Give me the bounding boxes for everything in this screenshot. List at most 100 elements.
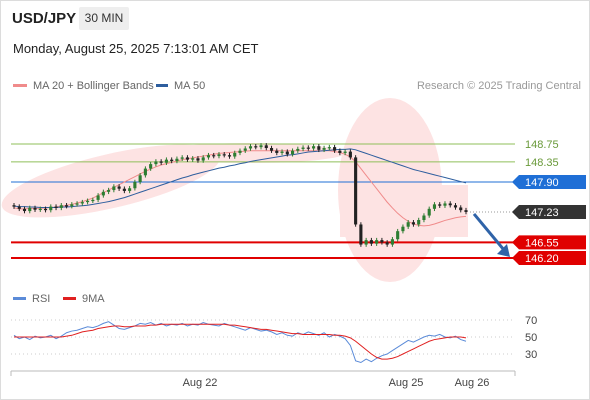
- timeframe-button[interactable]: 30 MIN: [79, 7, 129, 30]
- candle-body: [80, 202, 84, 204]
- bollinger-band-left: [1, 144, 221, 218]
- rsi-tick-30: 30: [525, 349, 537, 361]
- candle-body: [70, 204, 74, 207]
- candle-body: [464, 210, 468, 212]
- currency-pair-title: USD/JPY: [12, 10, 77, 27]
- legend-ma20-bb: MA 20 + Bollinger Bands: [13, 80, 154, 92]
- candle-body: [359, 224, 363, 245]
- candle-body: [122, 188, 126, 191]
- candle-body: [290, 150, 295, 155]
- rsi-swatch: [13, 296, 26, 300]
- level-label-146.55: 146.55: [525, 237, 559, 249]
- candle-body: [59, 205, 63, 208]
- candle-body: [175, 158, 179, 161]
- candle-body: [338, 150, 342, 153]
- candle-body: [254, 146, 258, 148]
- candle-body: [33, 207, 37, 210]
- candle-body: [212, 155, 216, 157]
- candle-body: [306, 147, 310, 149]
- ma50-line: [13, 148, 467, 208]
- candle-body: [107, 190, 111, 192]
- candle-body: [390, 239, 394, 245]
- candle-body: [206, 155, 211, 158]
- candle-body: [401, 226, 405, 232]
- candle-body: [312, 146, 316, 149]
- bollinger-band-top: [155, 143, 345, 163]
- candle-body: [12, 205, 16, 207]
- candle-body: [238, 150, 242, 153]
- candle-body: [269, 148, 274, 151]
- legend-9ma: 9MA: [63, 293, 105, 305]
- candle-body: [417, 220, 421, 225]
- level-badge-146.55: [512, 235, 586, 250]
- candle-body: [375, 240, 379, 244]
- candle-body: [354, 157, 358, 225]
- level-label-148.35: 148.35: [525, 157, 559, 169]
- candle-body: [22, 208, 27, 212]
- candle-body: [143, 168, 147, 176]
- candle-body: [380, 240, 384, 243]
- candle-body: [64, 205, 69, 207]
- candle-body: [285, 151, 289, 155]
- candle-body: [422, 215, 426, 220]
- legend-rsi: RSI: [13, 293, 50, 305]
- candle-body: [170, 159, 174, 161]
- level-label-147.23: 147.23: [525, 207, 559, 219]
- candle-body: [411, 222, 416, 225]
- candle-body: [459, 207, 463, 211]
- candle-body: [154, 161, 158, 165]
- candle-body: [406, 222, 410, 227]
- rsi-line: [13, 321, 467, 364]
- legend-ma20-label: MA 20 + Bollinger Bands: [33, 80, 154, 92]
- candle-body: [49, 206, 53, 211]
- candle-body: [180, 157, 184, 159]
- candle-body: [432, 204, 437, 209]
- candle-body: [333, 147, 337, 151]
- candle-body: [453, 205, 458, 208]
- candle-body: [138, 175, 142, 182]
- legend-rsi-label: RSI: [32, 293, 51, 305]
- level-badge-146.20: [512, 251, 586, 265]
- candle-body: [196, 158, 200, 161]
- legend-ma50-label: MA 50: [174, 80, 206, 92]
- candle-body: [343, 151, 347, 153]
- ma9-swatch: [63, 296, 76, 300]
- candle-body: [17, 206, 21, 209]
- candle-body: [438, 204, 442, 206]
- candle-body: [396, 231, 400, 240]
- candle-body: [222, 154, 226, 156]
- x-tick-aug-22: Aug 22: [183, 377, 218, 389]
- rsi-ma9-line: [14, 323, 467, 360]
- candle-body: [101, 191, 105, 196]
- rsi-tick-50: 50: [525, 332, 537, 344]
- candle-body: [159, 161, 163, 163]
- candle-body: [280, 151, 284, 153]
- level-label-148.75: 148.75: [525, 139, 559, 151]
- report-datetime: Monday, August 25, 2025 7:13:01 AM CET: [13, 41, 259, 56]
- legend-ma50: MA 50: [156, 80, 205, 92]
- x-tick-aug-25: Aug 25: [389, 377, 424, 389]
- candle-body: [75, 203, 79, 205]
- candle-body: [364, 240, 368, 245]
- level-badge-147.23: [512, 204, 586, 219]
- candle-body: [427, 208, 431, 216]
- candle-body: [296, 148, 300, 151]
- candle-body: [264, 145, 268, 149]
- candle-body: [369, 240, 373, 244]
- candle-body: [28, 207, 32, 212]
- level-label-147.90: 147.90: [525, 177, 559, 189]
- candle-body: [227, 155, 232, 157]
- candle-body: [112, 186, 116, 191]
- legend-9ma-label: 9MA: [82, 293, 105, 305]
- candle-body: [385, 242, 389, 245]
- ma20-swatch: [13, 83, 27, 87]
- candle-body: [133, 182, 137, 189]
- candle-body: [243, 148, 247, 151]
- candle-body: [217, 154, 221, 157]
- candle-body: [185, 157, 190, 160]
- candle-body: [233, 152, 237, 157]
- candle-body: [317, 146, 321, 150]
- rsi-tick-70: 70: [525, 315, 537, 327]
- candle-body: [191, 158, 195, 160]
